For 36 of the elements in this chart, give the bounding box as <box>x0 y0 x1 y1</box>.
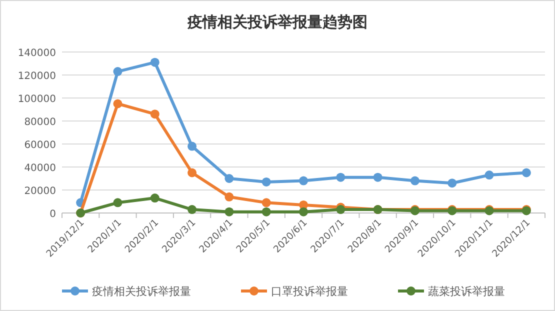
point <box>299 176 308 186</box>
y-tick-label: 20000 <box>24 186 56 197</box>
point <box>262 207 271 216</box>
point <box>410 176 420 186</box>
point <box>188 205 197 214</box>
point <box>150 110 160 119</box>
point <box>448 178 457 188</box>
y-tick-label: 0 <box>50 209 56 220</box>
legend-label: 口罩投诉举报量 <box>271 285 348 298</box>
y-tick-label: 80000 <box>24 117 56 128</box>
point <box>113 99 122 108</box>
y-tick-label: 60000 <box>24 140 56 151</box>
point <box>113 67 122 76</box>
point <box>336 205 346 214</box>
point <box>224 174 234 183</box>
point <box>224 207 234 216</box>
legend-label: 蔬菜投诉举报量 <box>428 285 505 298</box>
point <box>150 194 160 203</box>
point <box>224 192 234 202</box>
legend-label: 疫情相关投诉举报量 <box>92 285 191 298</box>
point <box>522 168 531 178</box>
y-tick-label: 100000 <box>18 94 56 105</box>
point <box>188 168 197 178</box>
point <box>262 198 271 208</box>
chart-title: 疫情相关投诉举报量趋势图 <box>186 13 368 31</box>
y-tick-label: 120000 <box>18 71 56 82</box>
point <box>188 142 197 151</box>
point <box>262 177 271 186</box>
point <box>484 170 494 180</box>
y-tick-label: 40000 <box>24 163 56 174</box>
point <box>336 172 346 182</box>
point <box>150 58 160 67</box>
point <box>373 172 382 182</box>
point <box>113 198 122 208</box>
point <box>299 207 308 216</box>
y-tick-label: 140000 <box>18 48 56 59</box>
